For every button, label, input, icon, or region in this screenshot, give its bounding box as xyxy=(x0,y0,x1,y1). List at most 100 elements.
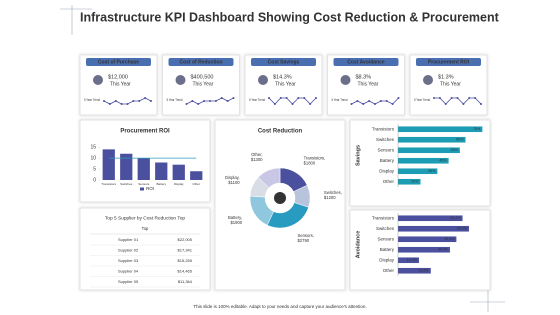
axis-label: Avoidance xyxy=(355,231,361,259)
kpi-trend-label: 5 Year Trend xyxy=(332,98,348,102)
bar xyxy=(398,257,419,264)
trend-point xyxy=(138,100,141,102)
category-label: Switches xyxy=(376,137,395,142)
category-label: Other xyxy=(383,268,395,273)
table-cell: Supplier 02 xyxy=(118,248,139,253)
x-tick-label: Sensors xyxy=(138,182,150,186)
kpi-value: $12,000 xyxy=(108,74,128,80)
value-label: 55% xyxy=(451,148,459,152)
y-tick-label: 15 xyxy=(90,145,96,151)
category-label: Sensors xyxy=(377,147,394,152)
slice-value: $1900 xyxy=(230,220,242,225)
category-label: Transistors xyxy=(372,215,395,220)
value-label: 50.2% xyxy=(450,216,461,220)
table-cell: $22,005 xyxy=(178,237,193,242)
category-label: Display xyxy=(379,168,395,173)
category-label: Transistors xyxy=(372,126,395,131)
trend-point xyxy=(185,103,188,105)
kpi-trend-label: 5 Year Trend xyxy=(249,98,265,102)
slice-value: $1200 xyxy=(324,195,336,200)
value-label: 45.4% xyxy=(444,237,455,241)
value-label: 75% xyxy=(473,127,481,131)
bar xyxy=(398,178,421,185)
y-tick-label: 5 xyxy=(93,166,96,172)
trend-point xyxy=(350,103,353,105)
table-cell: Supplier 03 xyxy=(118,258,139,263)
trend-point xyxy=(444,103,447,105)
legend-label: ROI xyxy=(146,186,154,191)
trend-point xyxy=(291,103,294,105)
trend-point xyxy=(303,97,306,99)
trend-point xyxy=(268,97,270,99)
chart-title: Procurement ROI xyxy=(120,129,170,135)
kpi-period: This Year xyxy=(193,81,214,87)
category-label: Other xyxy=(383,179,395,184)
trend-point xyxy=(438,97,441,99)
bar xyxy=(398,136,466,143)
kpi-trend-label: 5 Year Trend xyxy=(84,98,100,102)
trend-point xyxy=(480,103,482,105)
trend-point xyxy=(374,103,376,105)
title: Infrastructure KPI Dashboard Showing Cos… xyxy=(80,10,500,24)
slice xyxy=(257,167,281,189)
trend-point xyxy=(114,100,117,102)
footer: This slide is 100% editable. Adapt to yo… xyxy=(193,304,366,309)
trend-point xyxy=(126,103,129,105)
value-label: 40.4% xyxy=(438,248,449,252)
kpi-header xyxy=(86,58,151,66)
category-label: Display xyxy=(379,257,395,262)
kpi-value: $1.3% xyxy=(438,74,454,80)
trend-point xyxy=(456,97,459,99)
kpi-value: $8.3% xyxy=(356,74,372,80)
bar xyxy=(398,267,431,274)
kpi-value: $400,500 xyxy=(191,74,214,80)
slice-label: Other, xyxy=(251,152,262,157)
table-cell: $14,465 xyxy=(178,269,193,274)
bar xyxy=(398,236,457,243)
value-label: 55.2% xyxy=(457,227,468,231)
trend-point xyxy=(356,100,359,102)
table-cell: $17,341 xyxy=(178,248,193,253)
y-tick-label: 10 xyxy=(90,155,96,161)
category-label: Battery xyxy=(380,247,395,252)
kpi-label: Cost Avoidance xyxy=(347,60,385,66)
value-label: 60% xyxy=(456,138,464,142)
trend-point xyxy=(273,103,276,105)
bar xyxy=(398,215,463,222)
slice-value: $1800 xyxy=(304,160,316,165)
value-label: 35% xyxy=(428,169,436,173)
center-icon xyxy=(274,192,286,204)
trend-point xyxy=(191,100,194,102)
slice-label: Sensors, xyxy=(297,233,314,238)
kpi-value: $14.3% xyxy=(273,74,292,80)
trend-point xyxy=(315,97,317,99)
slice-label: Transistors, xyxy=(304,155,326,160)
bar xyxy=(172,164,185,180)
bar xyxy=(398,168,438,175)
kpi-label: Cost of Purchase xyxy=(98,60,139,66)
chart-title: Cost Reduction xyxy=(258,129,303,135)
slice-label: Switches, xyxy=(324,190,342,195)
bar xyxy=(155,162,168,180)
legend-swatch xyxy=(140,187,144,191)
trend-point xyxy=(391,103,394,105)
bar xyxy=(398,246,450,253)
trend-point xyxy=(132,100,135,102)
value-label: 16.3% xyxy=(407,258,418,262)
value-label: 45% xyxy=(439,159,447,163)
trend-point xyxy=(226,100,229,102)
trend-point xyxy=(108,103,111,105)
bar xyxy=(398,147,460,154)
trend-point xyxy=(103,100,105,102)
x-tick-label: Switches xyxy=(120,182,133,186)
kpi-trend-label: 5 Year Trend xyxy=(414,98,430,102)
kpi-period: This Year xyxy=(358,81,379,87)
trend-point xyxy=(220,97,223,99)
kpi-icon xyxy=(340,75,351,85)
kpi-header xyxy=(168,58,234,66)
table-cell: $11,364 xyxy=(178,279,193,284)
bar xyxy=(102,149,115,180)
bar xyxy=(398,225,469,232)
trend-point xyxy=(209,100,211,102)
